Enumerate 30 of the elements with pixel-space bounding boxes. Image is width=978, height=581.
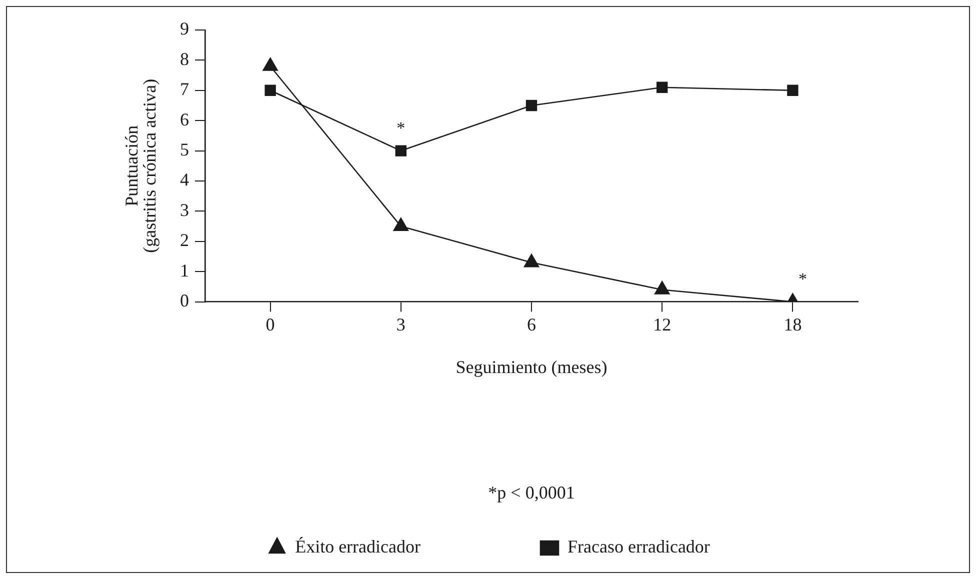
x-tick-label: 18 [784,314,802,334]
text: *p < 0,0001 [488,482,575,503]
x-tick-label: 0 [266,314,275,334]
y-tick-label: 9 [180,18,189,39]
annotation: * [798,269,807,288]
y-tick-label: 4 [180,170,189,190]
y-tick-label: 7 [180,79,189,100]
point [264,84,276,96]
y-tick-label: 0 [180,290,189,311]
y-tick-label: 6 [180,109,189,130]
point [787,84,798,96]
point [395,145,406,156]
x-tick-label: 6 [527,314,536,334]
annotation: * [396,118,406,138]
point [393,218,408,231]
point [656,82,668,93]
x-tick-label: 12 [653,314,672,334]
point [654,281,670,294]
legend-label: Fracaso erradicador [568,536,710,557]
y-tick-label: 3 [180,200,189,220]
y-axis-title: Puntuación (gastritis crónica activa) [122,78,160,253]
point [526,100,538,112]
y-tick-label: 1 [180,260,189,280]
x-axis-title: Seguimiento (meses) [456,356,608,377]
x-tick-label: 3 [396,314,406,334]
point [524,254,540,268]
y-tick-label: 8 [180,48,189,69]
y-tick-label: 5 [180,140,189,160]
legend-label: Éxito erradicador [295,536,421,557]
y-tick-label: 2 [180,230,189,250]
